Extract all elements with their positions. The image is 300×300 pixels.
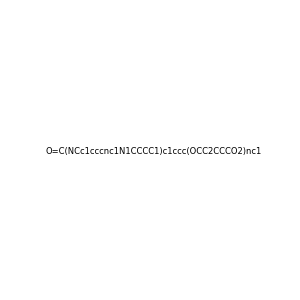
Text: O=C(NCc1cccnc1N1CCCC1)c1ccc(OCC2CCCO2)nc1: O=C(NCc1cccnc1N1CCCC1)c1ccc(OCC2CCCO2)nc… (46, 147, 262, 156)
